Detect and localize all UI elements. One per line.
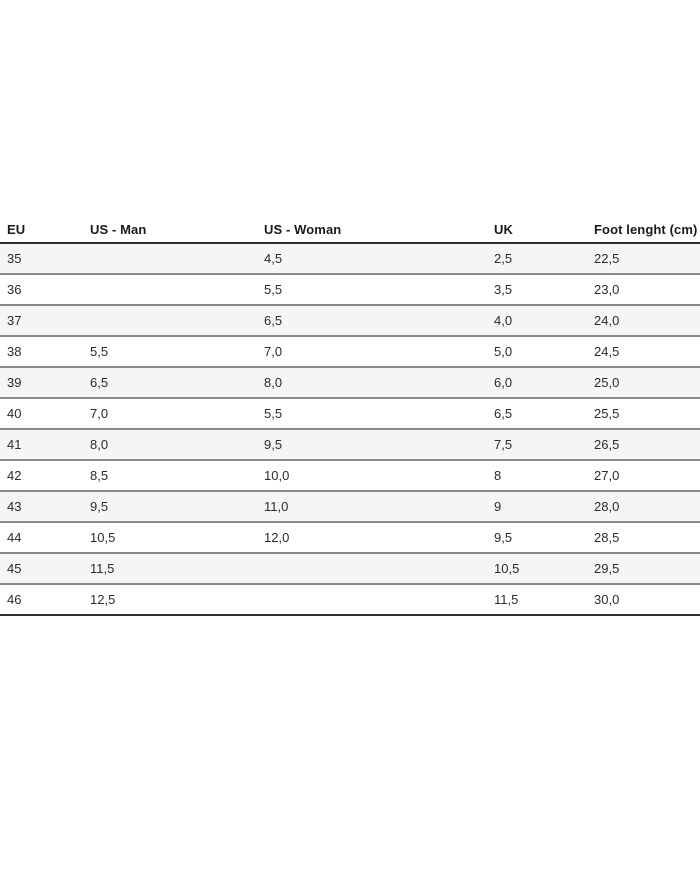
table-cell-us-man: 8,5	[90, 468, 109, 483]
table-cell-uk: 11,5	[494, 592, 519, 607]
table-cell-eu: 37	[7, 313, 22, 328]
table-cell-foot: 23,0	[594, 282, 620, 297]
table-cell-uk: 7,5	[494, 437, 513, 452]
table-cell-uk: 5,0	[494, 344, 513, 359]
table-cell-us-woman: 5,5	[264, 282, 283, 297]
table-cell-foot: 29,5	[594, 561, 620, 576]
table-cell-foot: 25,0	[594, 375, 620, 390]
table-cell-foot: 24,0	[594, 313, 620, 328]
size-chart-header: EU US - Man US - Woman UK Foot lenght (c…	[0, 216, 700, 243]
table-row: 35 4,5 2,5 22,5	[0, 243, 700, 274]
table-cell-foot: 24,5	[594, 344, 620, 359]
table-cell-foot: 26,5	[594, 437, 620, 452]
table-cell-us-woman: 4,5	[264, 251, 283, 266]
table-row: 41 8,0 9,5 7,5 26,5	[0, 429, 700, 460]
table-cell-us-woman	[264, 584, 494, 615]
table-cell-us-woman: 10,0	[264, 468, 290, 483]
table-cell-uk: 2,5	[494, 251, 513, 266]
table-row: 40 7,0 5,5 6,5 25,5	[0, 398, 700, 429]
table-cell-eu: 43	[7, 499, 22, 514]
table-cell-us-man: 9,5	[90, 499, 109, 514]
column-header-us-woman: US - Woman	[264, 221, 342, 237]
table-cell-us-woman	[264, 553, 494, 584]
column-header-uk: UK	[494, 221, 513, 237]
size-chart-table: EU US - Man US - Woman UK Foot lenght (c…	[0, 216, 700, 616]
table-cell-foot: 30,0	[594, 592, 620, 607]
table-cell-eu: 45	[7, 561, 22, 576]
table-cell-us-man	[90, 243, 264, 274]
table-cell-us-man: 7,0	[90, 406, 109, 421]
table-cell-uk: 10,5	[494, 561, 520, 576]
table-row: 42 8,5 10,0 8 27,0	[0, 460, 700, 491]
table-cell-us-man	[90, 305, 264, 336]
table-cell-us-man: 12,5	[90, 592, 116, 607]
table-row: 37 6,5 4,0 24,0	[0, 305, 700, 336]
column-header-foot-length: Foot lenght (cm)	[594, 221, 698, 237]
table-cell-uk: 3,5	[494, 282, 513, 297]
table-cell-us-man: 5,5	[90, 344, 109, 359]
column-header-eu: EU	[7, 221, 26, 237]
table-cell-us-woman: 8,0	[264, 375, 283, 390]
table-cell-eu: 42	[7, 468, 22, 483]
table-cell-us-man: 10,5	[90, 530, 116, 545]
table-row: 39 6,5 8,0 6,0 25,0	[0, 367, 700, 398]
table-cell-eu: 40	[7, 406, 22, 421]
table-cell-foot: 22,5	[594, 251, 620, 266]
table-cell-us-woman: 9,5	[264, 437, 283, 452]
table-cell-uk: 4,0	[494, 313, 513, 328]
table-cell-us-woman: 7,0	[264, 344, 283, 359]
table-row: 38 5,5 7,0 5,0 24,5	[0, 336, 700, 367]
table-cell-eu: 36	[7, 282, 22, 297]
table-cell-foot: 28,0	[594, 499, 620, 514]
table-cell-eu: 44	[7, 530, 22, 545]
column-header-us-man: US - Man	[90, 221, 147, 237]
table-cell-us-woman: 12,0	[264, 530, 290, 545]
table-row: 44 10,5 12,0 9,5 28,5	[0, 522, 700, 553]
table-cell-us-man: 6,5	[90, 375, 109, 390]
table-cell-eu: 46	[7, 592, 22, 607]
size-chart-body: 35 4,5 2,5 22,5 36 5,5 3,5 23,0 37 6,5 4,0 24,0 38 5,…	[0, 243, 700, 615]
table-cell-foot: 27,0	[594, 468, 620, 483]
table-cell-us-woman: 6,5	[264, 313, 283, 328]
table-cell-uk: 8	[494, 468, 502, 483]
table-cell-us-man: 8,0	[90, 437, 109, 452]
table-row: 45 11,5 10,5 29,5	[0, 553, 700, 584]
table-cell-us-man	[90, 274, 264, 305]
table-cell-us-man: 11,5	[90, 561, 115, 576]
table-cell-eu: 39	[7, 375, 22, 390]
table-cell-eu: 38	[7, 344, 22, 359]
table-row: 46 12,5 11,5 30,0	[0, 584, 700, 615]
table-row: 43 9,5 11,0 9 28,0	[0, 491, 700, 522]
table-cell-uk: 6,5	[494, 406, 513, 421]
table-cell-us-woman: 5,5	[264, 406, 283, 421]
table-cell-uk: 9,5	[494, 530, 513, 545]
table-row: 36 5,5 3,5 23,0	[0, 274, 700, 305]
table-cell-eu: 35	[7, 251, 22, 266]
table-cell-us-woman: 11,0	[264, 499, 289, 514]
table-cell-uk: 9	[494, 499, 502, 514]
table-cell-uk: 6,0	[494, 375, 513, 390]
table-cell-eu: 41	[7, 437, 22, 452]
table-cell-foot: 28,5	[594, 530, 620, 545]
header-row: EU US - Man US - Woman UK Foot lenght (c…	[0, 216, 700, 243]
table-cell-foot: 25,5	[594, 406, 620, 421]
